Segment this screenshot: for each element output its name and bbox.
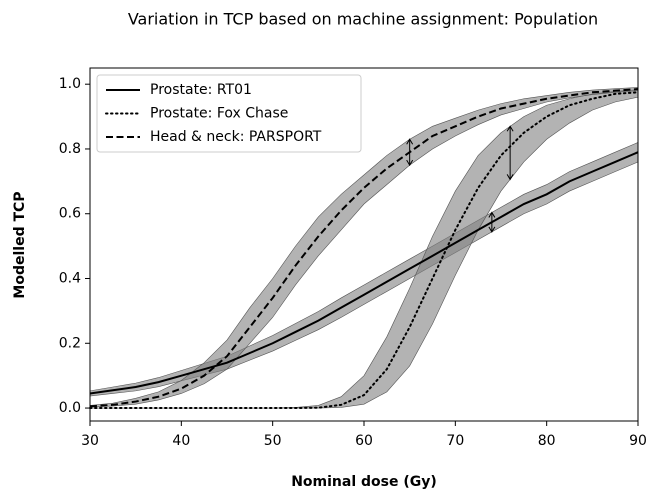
arrow-part (506, 174, 514, 181)
x-tick-label: 30 (81, 433, 99, 449)
y-axis-label: Modelled TCP (12, 191, 28, 298)
arrow-part (488, 226, 496, 233)
x-tick-label: 80 (538, 433, 556, 449)
y-tick-label: 0.0 (59, 400, 81, 416)
y-tick-label: 0.2 (59, 335, 81, 351)
x-tick-label: 70 (446, 433, 464, 449)
x-tick-label: 60 (355, 433, 373, 449)
legend-label: Prostate: RT01 (150, 82, 252, 98)
chart-title: Variation in TCP based on machine assign… (128, 10, 598, 29)
arrow-part (488, 211, 496, 218)
arrow-part (506, 125, 514, 132)
legend-box (96, 74, 362, 153)
x-tick-label: 40 (172, 433, 190, 449)
x-tick-label: 90 (629, 433, 647, 449)
legend-label: Prostate: Fox Chase (150, 106, 288, 122)
arrow-part (406, 138, 414, 145)
legend-label: Head & neck: PARSPORT (150, 129, 322, 145)
y-tick-label: 1.0 (59, 76, 81, 92)
arrow-part (406, 159, 414, 167)
y-tick-label: 0.4 (59, 271, 81, 287)
x-tick-label: 50 (264, 433, 282, 449)
range-arrow (506, 125, 514, 181)
x-axis-label: Nominal dose (Gy) (291, 474, 437, 490)
series-line (89, 88, 639, 408)
y-tick-label: 0.6 (59, 206, 81, 222)
series-line (89, 151, 639, 395)
range-arrow (488, 211, 496, 233)
y-tick-label: 0.8 (59, 141, 81, 157)
range-arrow (406, 138, 414, 167)
series-line (89, 91, 639, 410)
